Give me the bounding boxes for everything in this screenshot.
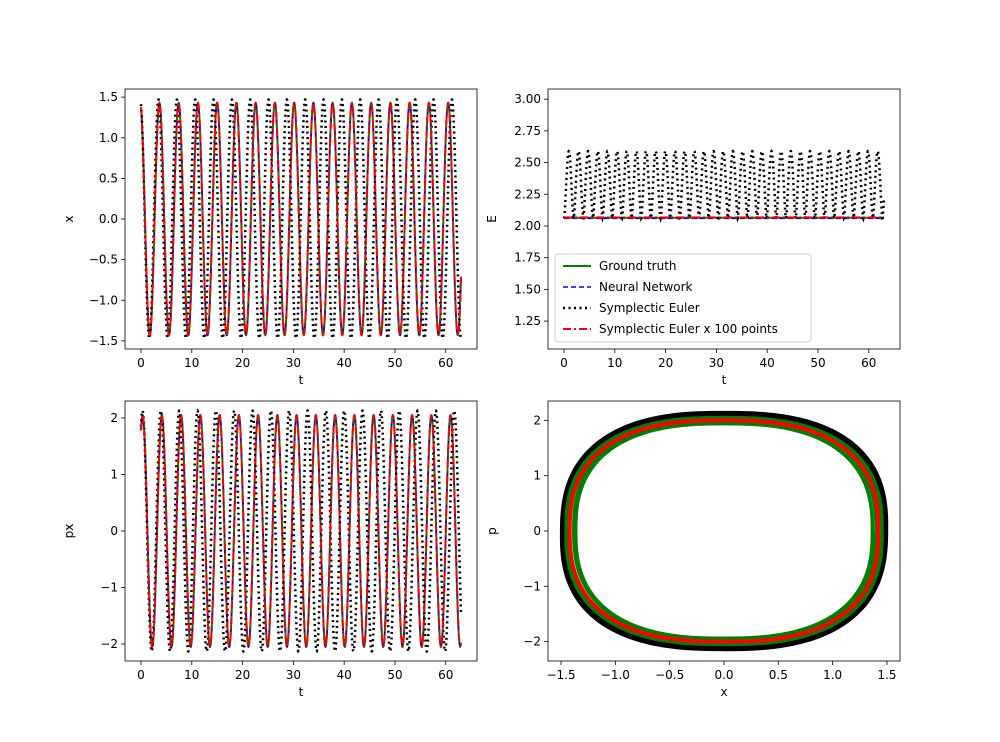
y-tick-label: 0.0 — [99, 212, 118, 226]
x-tick-label: 60 — [861, 356, 876, 370]
x-tick-label: 0.5 — [769, 668, 788, 682]
x-tick-label: 50 — [387, 356, 402, 370]
plot-area — [139, 408, 463, 654]
x-tick-label: −1.5 — [546, 668, 575, 682]
x-tick-label: 1.5 — [877, 668, 896, 682]
series-symplectic-euler-x-100-points — [140, 413, 462, 649]
x-tick-label: 0 — [137, 668, 145, 682]
legend-label: Symplectic Euler x 100 points — [599, 322, 778, 336]
x-tick-label: 40 — [337, 668, 352, 682]
y-tick-label: 0 — [533, 524, 541, 538]
x-tick-label: 1.0 — [823, 668, 842, 682]
legend-label: Symplectic Euler — [599, 301, 700, 315]
x-tick-label: 40 — [760, 356, 775, 370]
series-symplectic-euler — [562, 149, 886, 224]
series-line — [140, 101, 462, 337]
y-tick-label: 1.0 — [99, 131, 118, 145]
x-tick-label: 20 — [235, 356, 250, 370]
x-tick-label: 10 — [184, 356, 199, 370]
y-tick-label: −1 — [100, 581, 118, 595]
series-ground-truth — [564, 415, 884, 647]
y-axis-label: x — [62, 215, 76, 222]
x-tick-label: 40 — [337, 356, 352, 370]
x-axis-label: t — [299, 373, 304, 387]
y-tick-label: 1 — [533, 469, 541, 483]
series-symplectic-euler — [139, 408, 463, 654]
x-tick-label: 50 — [387, 668, 402, 682]
series-line — [564, 415, 884, 647]
legend-entry-symplectic-euler: Symplectic Euler — [563, 301, 700, 315]
panel-px-vs-t: 0 10 20 30 40 50 60 −2 −1 0 1 2 t px — [62, 400, 478, 699]
legend-label: Neural Network — [599, 280, 693, 294]
y-axis-label: px — [62, 524, 76, 539]
y-tick-label: 2 — [533, 413, 541, 427]
axes-frame — [547, 88, 901, 350]
series-symplectic-euler — [139, 97, 463, 341]
y-tick-label: −1 — [523, 579, 541, 593]
legend-entry-symplectic-euler-x-100-points: Symplectic Euler x 100 points — [563, 322, 778, 336]
legend-entry-neural-network: Neural Network — [563, 280, 693, 294]
plot-area — [139, 97, 463, 341]
legend-box — [554, 253, 812, 343]
series-symplectic-euler-x-100-points — [567, 418, 881, 644]
y-tick-label: 2.75 — [514, 124, 541, 138]
x-axis-label: t — [299, 685, 304, 699]
series-symplectic-euler-x-100-points — [140, 101, 462, 337]
y-axis-label: E — [485, 215, 499, 223]
series-line — [139, 408, 463, 654]
y-tick-label: 1.75 — [514, 251, 541, 265]
x-tick-label: −0.5 — [655, 668, 684, 682]
plot-area — [559, 410, 889, 652]
y-tick-label: 0 — [110, 524, 118, 538]
plot-area — [562, 149, 886, 224]
legend-label: Ground truth — [599, 259, 677, 273]
y-tick-label: 3.00 — [514, 92, 541, 106]
series-line — [567, 418, 881, 644]
y-tick-label: 1.5 — [99, 90, 118, 104]
series-line — [139, 97, 463, 341]
panel-energy-vs-t: 0 10 20 30 40 50 60 1.25 1.50 1.75 2.00 2.25 2.50 2.7… — [485, 88, 901, 387]
y-tick-label: −2 — [100, 637, 118, 651]
series-line — [140, 413, 462, 649]
x-tick-label: 10 — [607, 356, 622, 370]
x-tick-label: 30 — [709, 356, 724, 370]
y-tick-label: 2.00 — [514, 219, 541, 233]
y-tick-label: 2.25 — [514, 187, 541, 201]
x-tick-label: 0.0 — [714, 668, 733, 682]
series-line — [562, 149, 886, 224]
x-tick-label: −1.0 — [601, 668, 630, 682]
y-tick-label: 0.5 — [99, 171, 118, 185]
y-tick-label: 1 — [110, 467, 118, 481]
y-tick-label: 1.25 — [514, 314, 541, 328]
y-tick-label: 2 — [110, 411, 118, 425]
x-tick-label: 10 — [184, 668, 199, 682]
legend: Ground truth Neural Network Symplectic Eul… — [554, 253, 812, 343]
x-tick-label: 30 — [286, 668, 301, 682]
y-tick-label: −2 — [523, 635, 541, 649]
panel-phase-portrait: −1.5 −1.0 −0.5 0.0 0.5 1.0 1.5 −2 −1 0 1 2 x p — [485, 400, 901, 699]
legend-entry-ground-truth: Ground truth — [563, 259, 677, 273]
y-tick-label: −0.5 — [89, 253, 118, 267]
x-tick-label: 50 — [810, 356, 825, 370]
panel-x-vs-t: 0 10 20 30 40 50 60 −1.5 −1.0 −0.5 0.0 0.5 1.0 1.5 t x — [62, 88, 478, 387]
x-tick-label: 60 — [438, 356, 453, 370]
x-axis-label: t — [722, 373, 727, 387]
y-axis-label: p — [485, 527, 499, 535]
x-tick-label: 20 — [658, 356, 673, 370]
y-tick-label: −1.5 — [89, 334, 118, 348]
x-tick-label: 60 — [438, 668, 453, 682]
x-tick-label: 30 — [286, 356, 301, 370]
x-tick-label: 20 — [235, 668, 250, 682]
x-tick-label: 0 — [560, 356, 568, 370]
x-axis-label: x — [720, 685, 727, 699]
y-tick-label: 2.50 — [514, 156, 541, 170]
y-tick-label: −1.0 — [89, 293, 118, 307]
x-tick-label: 0 — [137, 356, 145, 370]
y-tick-label: 1.50 — [514, 282, 541, 296]
